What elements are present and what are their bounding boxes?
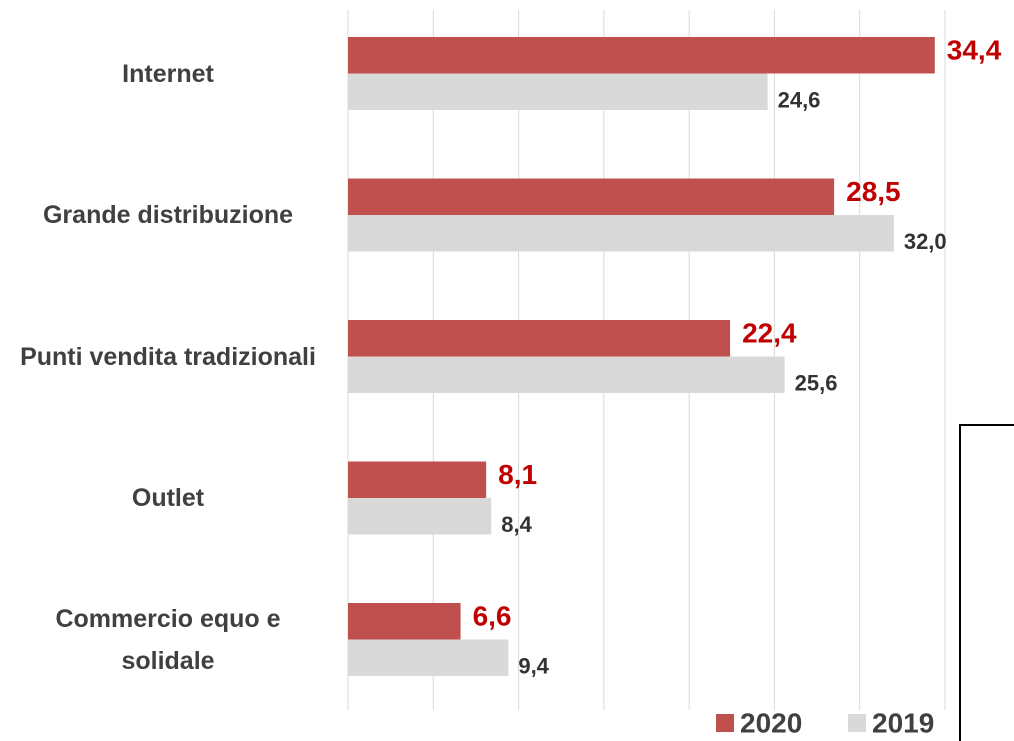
bar [348,639,509,676]
bar [348,603,461,640]
data-label: 9,4 [518,653,549,678]
category-label: Punti vendita tradizionali [20,342,316,371]
data-label: 8,4 [501,512,532,537]
category-label: Commercio equo e solidale [55,604,281,675]
frame-box [959,424,1014,741]
data-label: 28,5 [846,176,901,207]
bar [348,215,894,252]
legend-swatch [716,714,734,732]
data-label: 25,6 [795,370,838,395]
category-label: Grande distribuzione [42,201,294,229]
legend-swatch [848,714,866,732]
bar [348,356,785,393]
bar [348,498,492,535]
category-label: Internet [122,59,214,88]
legend-label: 2020 [740,707,802,738]
data-label: 6,6 [473,600,512,631]
bar [348,320,731,357]
bar [348,461,487,498]
bar [348,73,768,110]
data-label: 22,4 [742,317,797,348]
data-label: 34,4 [947,34,1002,65]
data-label: 24,6 [778,87,821,112]
bar [348,37,935,74]
category-label: Outlet [131,484,205,512]
legend-label: 2019 [872,707,934,738]
data-label: 8,1 [498,459,537,490]
bar [348,178,835,215]
data-label: 32,0 [904,229,947,254]
